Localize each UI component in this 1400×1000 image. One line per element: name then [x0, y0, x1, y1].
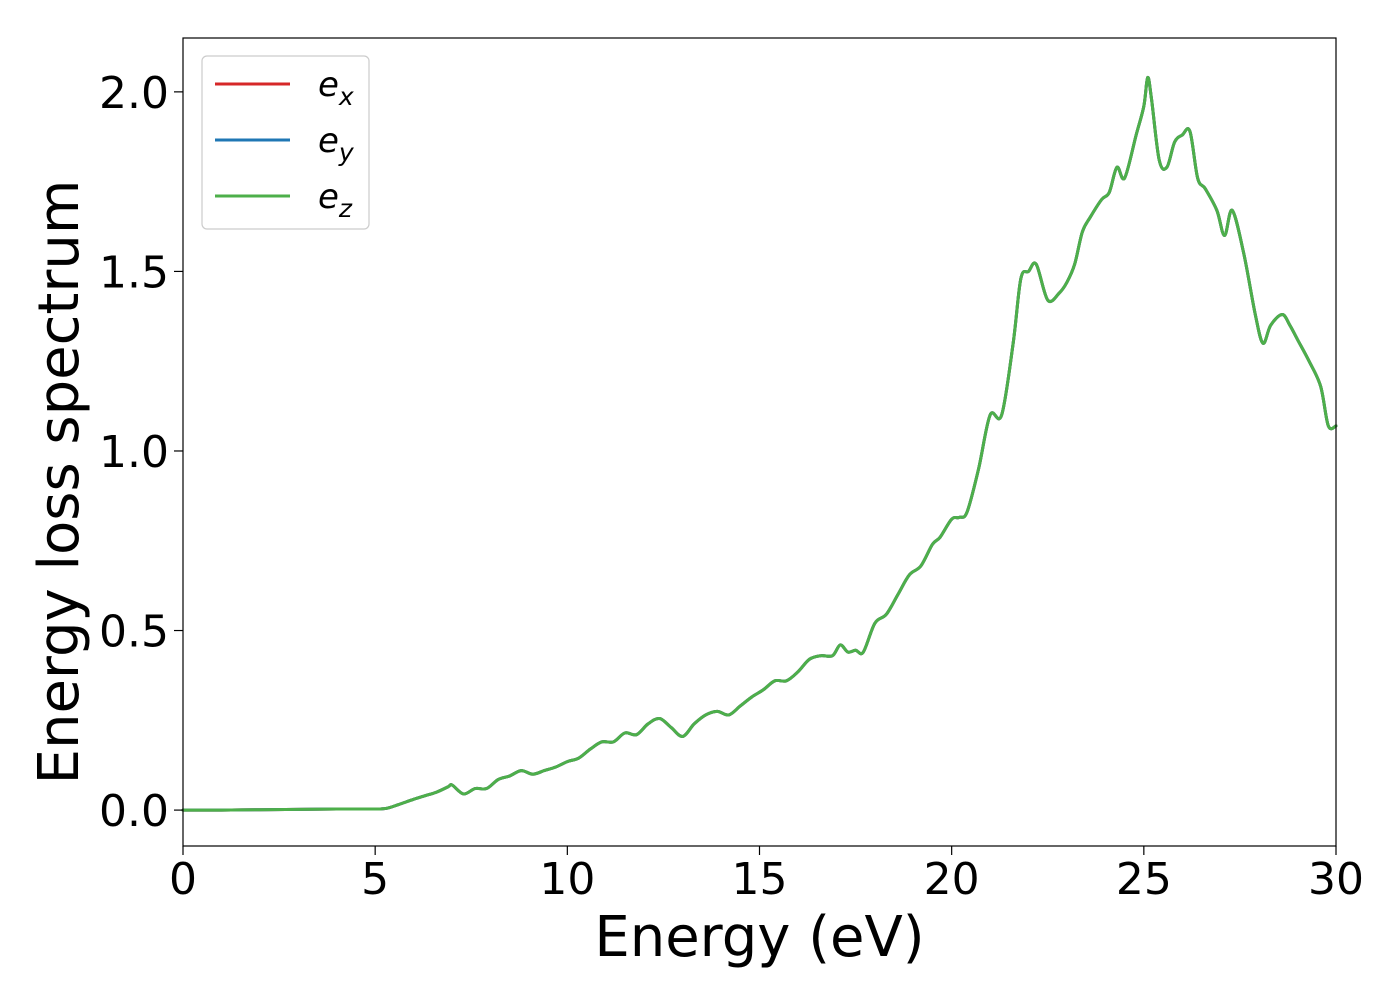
x-tick-label: 10 — [539, 854, 595, 905]
x-tick-label: 25 — [1116, 854, 1172, 905]
y-tick-label: 2.0 — [99, 68, 169, 119]
x-axis-title: Energy (eV) — [594, 905, 924, 970]
x-axis: 0 5 10 15 20 25 30 — [169, 846, 1364, 905]
x-tick-label: 30 — [1308, 854, 1364, 905]
legend-label-ez: ez — [318, 177, 353, 223]
y-axis: 0.0 0.5 1.0 1.5 2.0 — [99, 68, 183, 837]
legend-box — [201, 55, 370, 230]
y-tick-label: 1.5 — [99, 247, 169, 298]
y-tick-label: 0.0 — [99, 786, 169, 837]
x-tick-label: 5 — [361, 854, 389, 905]
y-tick-label: 1.0 — [99, 427, 169, 478]
x-tick-label: 0 — [169, 854, 197, 905]
y-axis-title: Energy loss spectrum — [27, 180, 92, 785]
series-line-e-z — [181, 75, 1338, 812]
legend: ex ey ez — [201, 55, 370, 230]
legend-label-ex: ex — [318, 65, 354, 111]
x-tick-label: 15 — [732, 854, 788, 905]
y-tick-label: 0.5 — [99, 607, 169, 658]
x-tick-label: 20 — [924, 854, 980, 905]
legend-label-ey: ey — [318, 121, 355, 167]
series-layer — [181, 75, 1338, 812]
